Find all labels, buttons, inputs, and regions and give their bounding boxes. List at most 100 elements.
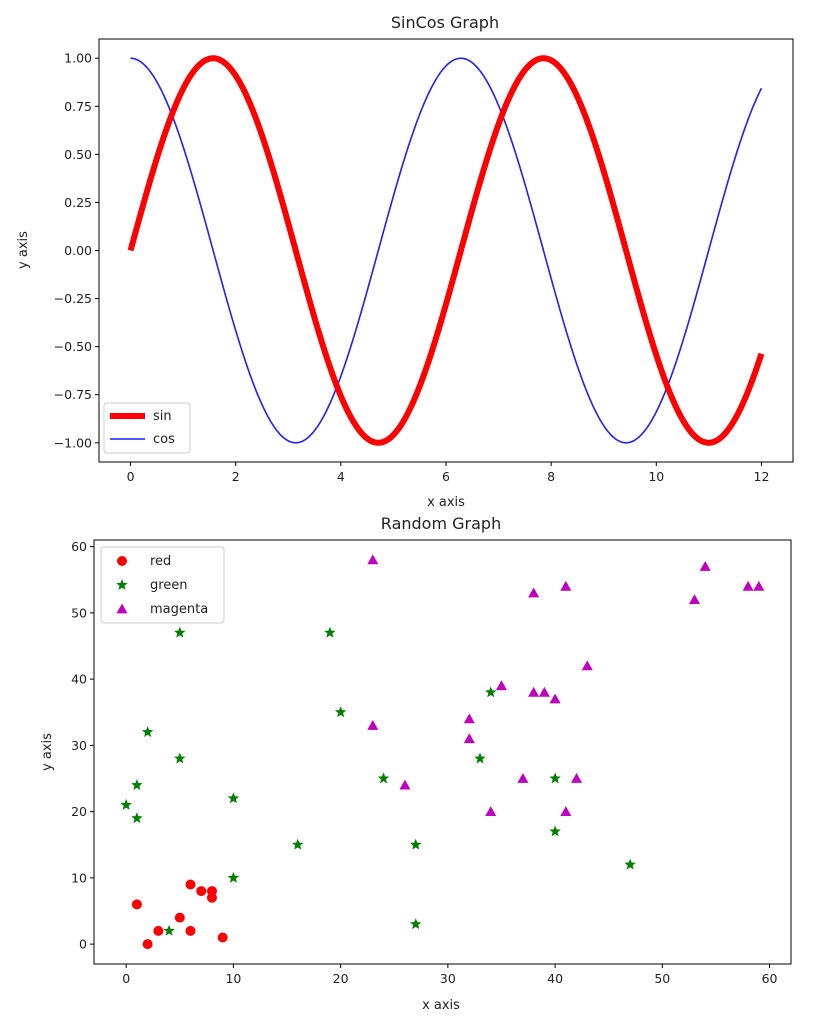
y-tick-label: −0.25	[54, 291, 92, 306]
point-green	[131, 812, 143, 824]
chart-title: Random Graph	[381, 514, 501, 533]
point-green	[163, 924, 175, 936]
point-green	[292, 838, 304, 850]
x-tick-label: 0	[122, 971, 130, 986]
y-tick-label: 50	[71, 605, 87, 620]
y-axis-label: y axis	[40, 733, 55, 771]
plot-frame	[93, 539, 792, 965]
x-tick-label: 30	[440, 971, 456, 986]
point-green	[324, 626, 336, 638]
point-green	[624, 858, 636, 870]
point-green	[141, 726, 154, 737]
series-group	[127, 55, 765, 446]
x-tick-label: 50	[654, 971, 670, 986]
y-tick-label: 10	[71, 870, 87, 885]
point-magenta	[571, 773, 583, 783]
y-tick-label: 20	[71, 804, 87, 819]
x-tick-label: 6	[442, 469, 450, 484]
chart-title: SinCos Graph	[391, 13, 499, 32]
point-green	[409, 838, 422, 850]
x-tick-label: 4	[337, 469, 345, 484]
point-red	[206, 892, 217, 903]
point-green	[174, 752, 186, 764]
x-tick-label: 8	[547, 469, 555, 484]
point-green	[131, 779, 143, 790]
point-green	[409, 918, 422, 930]
y-tick-label: 30	[71, 738, 87, 753]
y-tick-label: 0.50	[64, 147, 92, 162]
legend-marker-green	[116, 579, 128, 590]
legend-marker-magenta	[116, 603, 128, 614]
y-tick-label: −1.00	[54, 435, 92, 450]
point-green	[549, 772, 561, 784]
point-red	[185, 879, 196, 890]
point-green	[120, 799, 132, 810]
point-red	[196, 886, 207, 897]
point-green	[227, 792, 240, 804]
point-magenta	[538, 686, 550, 697]
legend-label-magenta: magenta	[150, 602, 208, 617]
point-magenta	[753, 580, 765, 591]
legend-label-red: red	[150, 554, 171, 569]
y-tick-label: 40	[71, 672, 87, 687]
legend-marker	[117, 556, 127, 566]
point-magenta	[688, 594, 700, 605]
point-green	[485, 686, 497, 698]
point-magenta	[581, 660, 593, 671]
x-ticks: 0 10 20 30 40 50 60	[122, 964, 778, 986]
point-magenta	[485, 806, 497, 817]
x-tick-label: 40	[547, 971, 563, 986]
point-green	[334, 706, 347, 718]
point-magenta	[549, 693, 561, 704]
point-magenta	[495, 680, 507, 691]
y-ticks: 0 10 20 30 40 50 60	[71, 539, 94, 952]
point-green	[174, 626, 186, 638]
series-line-cos	[130, 57, 763, 444]
y-axis-label: y axis	[16, 231, 31, 269]
point-red	[153, 925, 164, 936]
legend-box	[103, 402, 191, 454]
point-magenta	[560, 580, 572, 591]
point-magenta	[463, 733, 475, 744]
point-magenta	[560, 806, 572, 817]
x-tick-label: 12	[754, 469, 770, 484]
legend-label-sin: sin	[153, 409, 172, 424]
legend-label-cos: cos	[153, 432, 175, 447]
y-ticks: −1.00 −0.75 −0.50 −0.25 0.00 0.25 0.50 0.75 1.00	[54, 51, 99, 450]
x-axis-label: x axis	[422, 998, 460, 1013]
y-tick-label: 0.75	[64, 99, 92, 114]
y-tick-label: −0.75	[54, 387, 92, 402]
point-magenta	[399, 779, 411, 790]
legend: sin cos	[103, 402, 191, 454]
point-magenta	[463, 713, 475, 724]
point-magenta	[367, 554, 379, 565]
series-line-sin	[127, 55, 765, 446]
point-magenta	[699, 561, 711, 571]
x-tick-label: 2	[232, 469, 240, 484]
x-ticks: 0 2 4 6 8 10 12	[127, 462, 770, 484]
point-green	[227, 871, 240, 883]
point-red	[217, 932, 228, 943]
point-magenta	[367, 720, 379, 730]
y-tick-label: 0.25	[64, 195, 92, 210]
point-red	[142, 939, 153, 950]
point-magenta	[528, 686, 540, 697]
point-red	[131, 899, 142, 910]
point-green	[377, 772, 390, 784]
y-tick-label: −0.50	[54, 339, 92, 354]
legend: red green magenta	[100, 546, 225, 624]
x-tick-label: 0	[127, 469, 135, 484]
legend-marker-red	[117, 556, 127, 566]
x-tick-label: 10	[648, 469, 664, 484]
point-magenta	[517, 773, 529, 783]
point-red	[185, 925, 196, 936]
point-green	[549, 825, 561, 837]
x-tick-label: 20	[333, 971, 349, 986]
plot-frame	[98, 38, 794, 463]
points-group	[120, 554, 765, 950]
x-tick-label: 60	[762, 971, 778, 986]
y-tick-label: 1.00	[64, 51, 92, 66]
legend-marker	[116, 603, 128, 614]
point-red	[174, 912, 185, 923]
